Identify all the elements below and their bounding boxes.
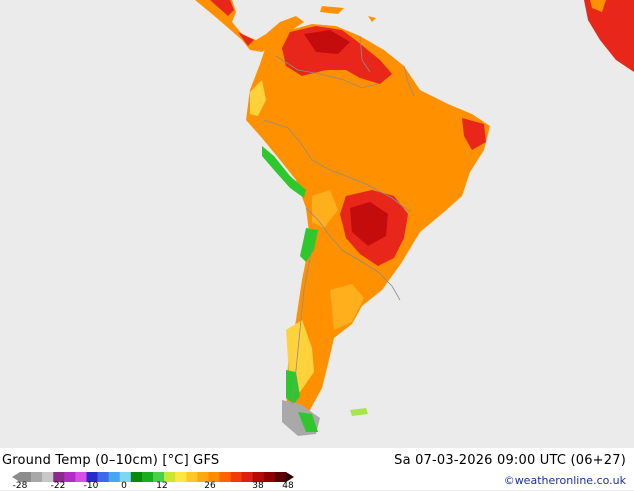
tierra-del-fuego-green	[298, 412, 318, 432]
color-scale-cell	[64, 472, 76, 482]
chaco-dark-red	[350, 202, 388, 246]
color-scale	[12, 472, 294, 482]
color-scale-cell	[108, 472, 121, 482]
caribbean-island	[368, 16, 376, 22]
color-scale-cell	[230, 472, 242, 482]
scale-tick-label: 12	[156, 481, 168, 491]
footer-bar: Ground Temp (0–10cm) [°C] GFS Sa 07-03-2…	[0, 448, 634, 491]
scale-right-arrow	[286, 472, 294, 482]
scale-tick-label: -10	[83, 481, 99, 491]
color-scale-cell	[75, 472, 87, 482]
color-scale-cells	[20, 472, 287, 482]
west-coast-yellow	[250, 80, 266, 116]
central-america-red	[210, 0, 254, 46]
africa-land	[584, 0, 634, 72]
northeast-red-tip	[462, 118, 486, 150]
color-scale-cell	[119, 472, 132, 482]
color-scale-cell	[42, 472, 54, 482]
andes-green-strip	[262, 146, 306, 198]
scale-tick-label: 48	[282, 481, 294, 491]
color-scale-cell	[208, 472, 220, 482]
color-scale-cell	[175, 472, 187, 482]
central-yellow	[312, 190, 338, 228]
color-scale-cell	[97, 472, 109, 482]
country-borders	[263, 35, 415, 405]
color-scale-cell	[164, 472, 176, 482]
color-scale-cell	[252, 472, 265, 482]
color-scale-cell	[274, 472, 287, 482]
forecast-datetime: Sa 07-03-2026 09:00 UTC (06+27)	[394, 453, 626, 468]
color-scale-cell	[153, 472, 165, 482]
temperature-map	[195, 0, 634, 436]
map-title: Ground Temp (0–10cm) [°C] GFS	[2, 453, 220, 468]
color-scale-cell	[263, 472, 276, 482]
scale-tick-label: 26	[204, 481, 216, 491]
scale-left-arrow	[12, 472, 20, 482]
color-scale-cell	[241, 472, 254, 482]
color-scale-cell	[53, 472, 65, 482]
color-scale-cell	[20, 472, 32, 482]
color-scale-cell	[197, 472, 209, 482]
credit-link[interactable]: ©weatheronline.co.uk	[503, 474, 626, 487]
color-scale-cell	[31, 472, 43, 482]
patagonia-green	[286, 370, 300, 404]
falklands	[350, 408, 368, 416]
andes-green-strip-south	[300, 228, 318, 262]
color-scale-cell	[130, 472, 143, 482]
scale-tick-label: -28	[12, 481, 28, 491]
scale-tick-label: -22	[50, 481, 66, 491]
color-scale-cell	[186, 472, 198, 482]
color-scale-cell	[86, 472, 98, 482]
map-area	[195, 0, 634, 436]
color-scale-cell	[219, 472, 231, 482]
pampas-light-orange	[330, 284, 364, 330]
scale-tick-label: 0	[121, 481, 127, 491]
color-scale-cell	[141, 472, 154, 482]
caribbean-island	[320, 6, 344, 14]
scale-tick-label: 38	[252, 481, 264, 491]
north-dark-red	[304, 30, 350, 54]
africa-land-orange	[590, 0, 606, 12]
